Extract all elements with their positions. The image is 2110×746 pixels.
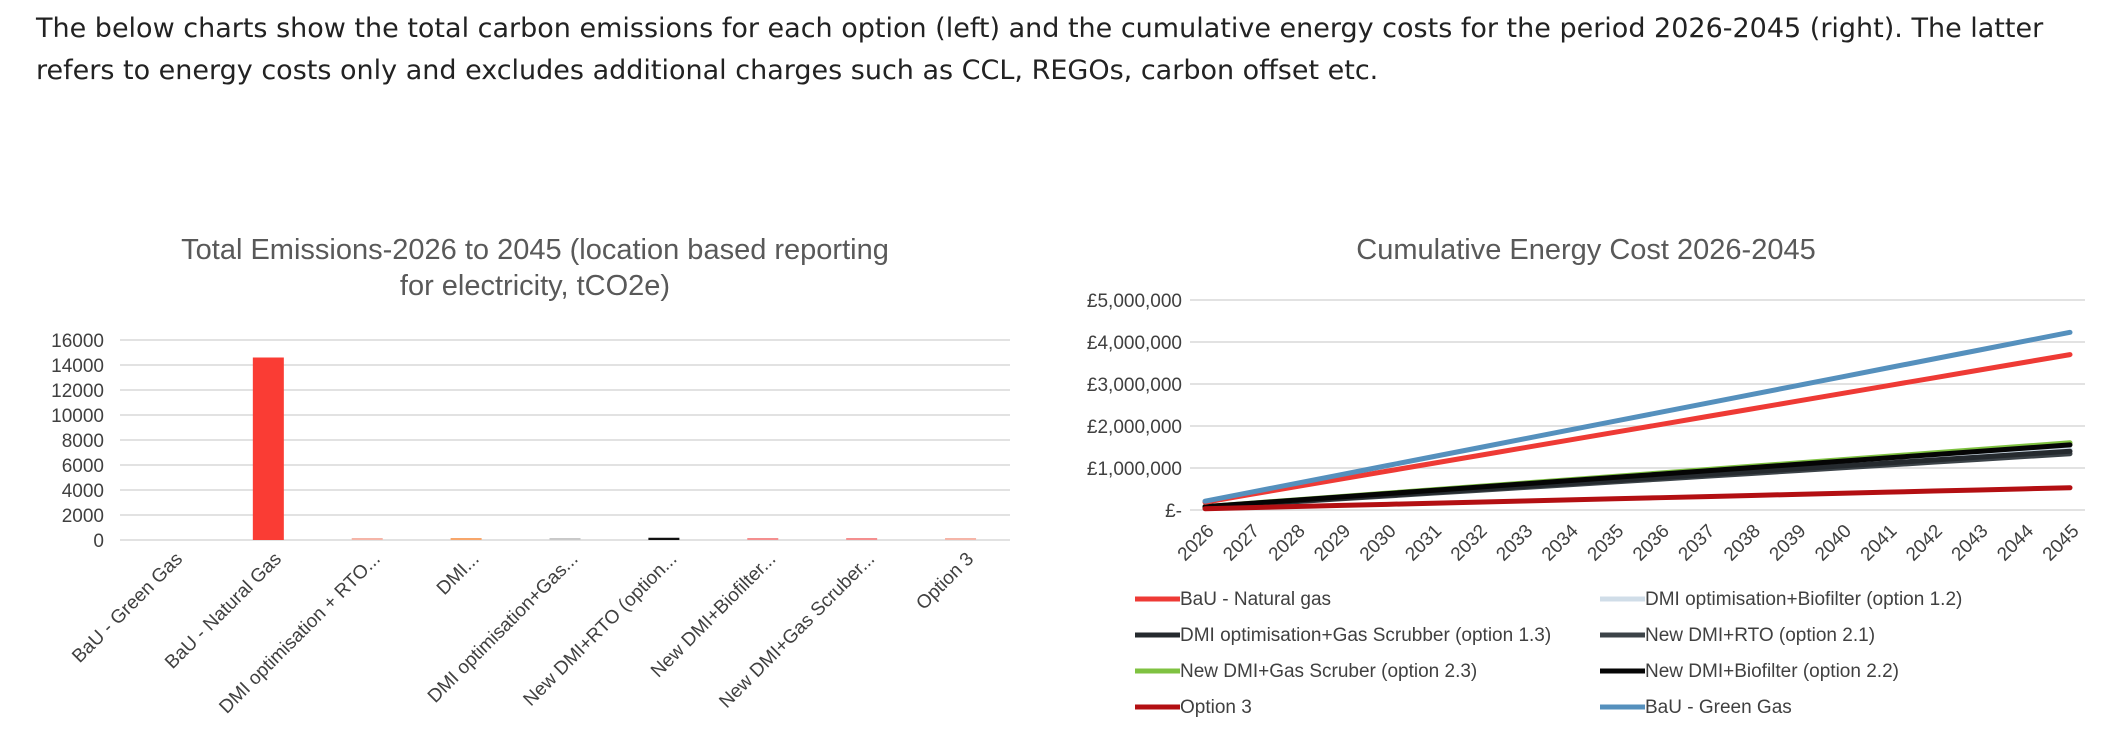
x-tick-label: 2045 — [2039, 521, 2084, 566]
x-tick-label: 2033 — [1492, 521, 1537, 566]
legend-label: DMI optimisation+Biofilter (option 1.2) — [1645, 589, 1962, 610]
x-tick-label: 2027 — [1219, 521, 1264, 566]
y-tick-label: 4000 — [62, 481, 104, 502]
x-tick-label: 2035 — [1584, 521, 1629, 566]
bar — [351, 538, 383, 540]
emissions-chart-title-line-1: Total Emissions-2026 to 2045 (location b… — [181, 234, 889, 266]
x-tick-label: 2032 — [1447, 521, 1492, 566]
x-tick-label: DMI... — [433, 549, 484, 600]
legend-label: New DMI+Biofilter (option 2.2) — [1645, 661, 1899, 682]
y-tick-label: £3,000,000 — [1087, 375, 1182, 396]
bar — [549, 538, 581, 540]
y-tick-label: £2,000,000 — [1087, 417, 1182, 438]
intro-paragraph: The below charts show the total carbon e… — [36, 13, 2044, 86]
x-tick-label: 2037 — [1675, 521, 1720, 566]
legend-label: BaU - Green Gas — [1645, 697, 1792, 718]
x-tick-label: DMI optimisation + RTO... — [215, 549, 384, 718]
x-tick-label: 2029 — [1310, 521, 1355, 566]
x-tick-label: 2042 — [1902, 521, 1947, 566]
x-tick-label: 2041 — [1857, 521, 1902, 566]
y-tick-label: 8000 — [62, 431, 104, 452]
y-tick-label: 6000 — [62, 456, 104, 477]
series-line — [1202, 485, 2073, 512]
series-line — [1202, 442, 2073, 510]
x-tick-label: 2044 — [1993, 520, 2038, 565]
y-tick-label: 12000 — [51, 381, 104, 402]
y-tick-label: £- — [1165, 501, 1182, 522]
legend-label: New DMI+Gas Scruber (option 2.3) — [1180, 661, 1477, 682]
y-tick-label: 10000 — [51, 406, 104, 427]
bar — [648, 537, 680, 540]
x-tick-label: 2034 — [1538, 520, 1583, 565]
y-tick-label: £4,000,000 — [1087, 333, 1182, 354]
legend-label: Option 3 — [1180, 697, 1252, 718]
x-tick-label: 2028 — [1265, 521, 1310, 566]
y-tick-label: 14000 — [51, 356, 104, 377]
emissions-chart-title-line-2: for electricity, tCO2e) — [400, 270, 670, 302]
legend-label: BaU - Natural gas — [1180, 589, 1331, 610]
energy-cost-line-chart: Cumulative Energy Cost 2026-2045 £- £1,00… — [1087, 234, 2085, 718]
energy-cost-chart-title: Cumulative Energy Cost 2026-2045 — [1356, 234, 1815, 266]
legend-label: New DMI+RTO (option 2.1) — [1645, 625, 1875, 646]
bar — [747, 538, 779, 540]
series-line — [1202, 329, 2073, 504]
x-tick-label: 2043 — [1948, 521, 1993, 566]
x-tick-label: Option 3 — [912, 549, 978, 615]
y-tick-label: 0 — [93, 531, 104, 552]
x-tick-label: 2036 — [1629, 521, 1674, 566]
emissions-bar-chart: Total Emissions-2026 to 2045 (location b… — [51, 234, 1010, 718]
x-tick-label: 2038 — [1720, 521, 1765, 566]
bar — [945, 538, 977, 540]
x-tick-label: 2030 — [1356, 521, 1401, 566]
x-tick-label: 2026 — [1174, 521, 1219, 566]
bar — [252, 357, 284, 540]
x-tick-label: 2039 — [1766, 521, 1811, 566]
y-tick-label: 2000 — [62, 506, 104, 527]
x-tick-label: 2031 — [1401, 521, 1446, 566]
y-tick-label: £5,000,000 — [1087, 291, 1182, 312]
legend-label: DMI optimisation+Gas Scrubber (option 1.… — [1180, 625, 1551, 646]
bar — [846, 538, 878, 540]
y-tick-label: 16000 — [51, 331, 104, 352]
y-tick-label: £1,000,000 — [1087, 459, 1182, 480]
x-tick-label: 2040 — [1811, 521, 1856, 566]
bar — [450, 538, 482, 540]
series-line — [1202, 352, 2073, 505]
